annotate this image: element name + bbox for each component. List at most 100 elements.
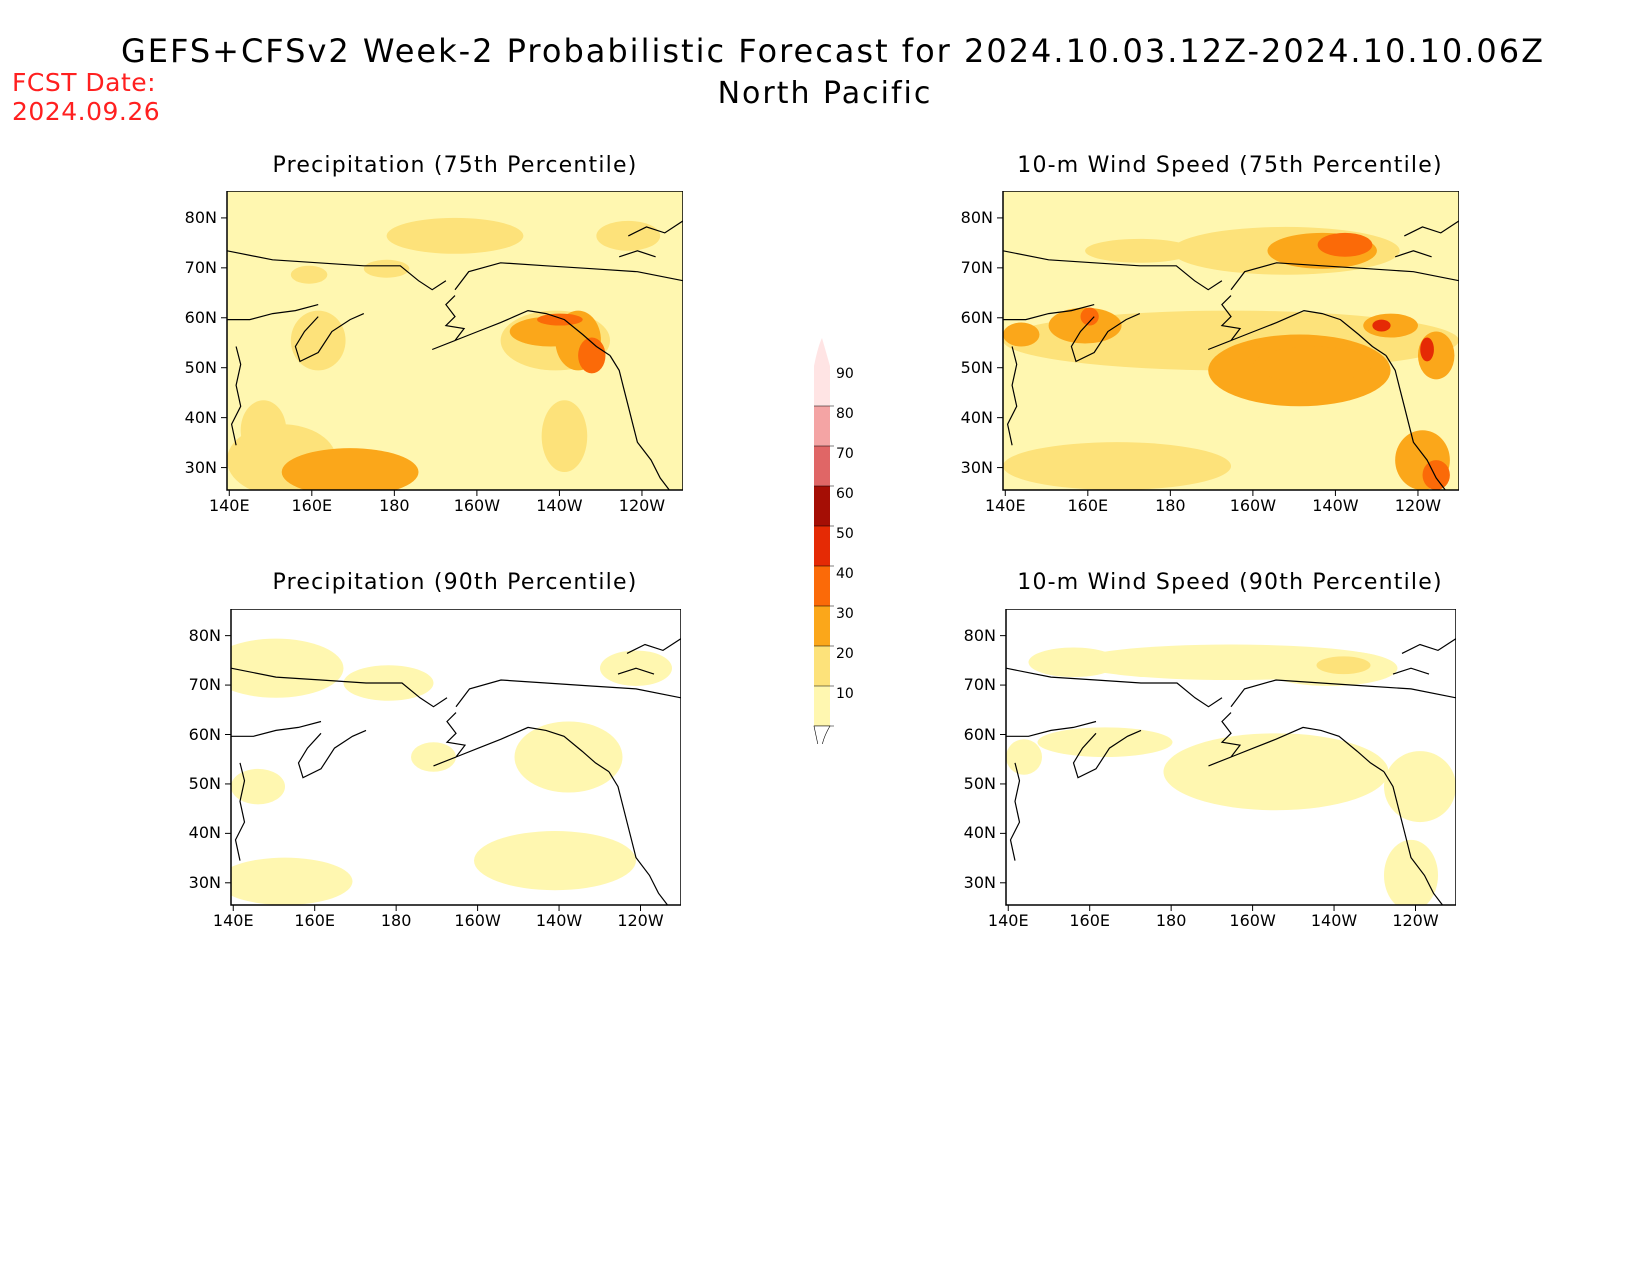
lat-label: 70N bbox=[188, 675, 221, 695]
lat-label: 70N bbox=[963, 675, 996, 695]
coastline bbox=[1383, 771, 1443, 905]
shaded-area bbox=[1003, 322, 1040, 347]
coastline bbox=[609, 355, 670, 490]
map-canvas bbox=[997, 191, 1459, 496]
shaded-area bbox=[1006, 739, 1042, 775]
coastline bbox=[1006, 346, 1018, 446]
coastline bbox=[1230, 679, 1456, 708]
map-wind-75: 80N 70N 60N 50N 40N 30N 140E 160E 180 160W 140W 120… bbox=[943, 191, 1459, 520]
shaded-area bbox=[1422, 460, 1450, 490]
lon-label: 160E bbox=[294, 911, 336, 930]
lat-label: 40N bbox=[188, 823, 221, 843]
map-canvas bbox=[221, 191, 683, 496]
colorbar-label: 80 bbox=[836, 406, 854, 422]
colorbar-label: 90 bbox=[836, 366, 854, 382]
lat-label: 30N bbox=[188, 872, 221, 892]
coastline bbox=[1009, 762, 1021, 861]
coastline bbox=[1401, 638, 1456, 654]
shaded-area bbox=[290, 310, 346, 371]
lon-label: 160W bbox=[454, 911, 501, 930]
forecast-date-label: FCST Date: bbox=[12, 68, 157, 97]
map-frame bbox=[230, 609, 681, 906]
panel-title-wind-75: 10-m Wind Speed (75th Percentile) bbox=[1017, 153, 1443, 178]
shaded-area bbox=[1372, 319, 1391, 332]
shaded-area bbox=[1037, 727, 1173, 757]
shaded-area bbox=[578, 337, 606, 374]
shaded-area bbox=[386, 217, 524, 254]
colorbar-segment bbox=[814, 646, 830, 686]
colorbar-end-bottom bbox=[813, 725, 831, 744]
map-frame bbox=[1005, 609, 1456, 906]
colorbar-label: 10 bbox=[836, 686, 854, 702]
shaded-area bbox=[1028, 647, 1119, 678]
coastline bbox=[227, 304, 319, 321]
coastline bbox=[1003, 250, 1223, 291]
coastline bbox=[294, 313, 365, 363]
lon-label: 180 bbox=[1155, 911, 1187, 930]
colorbar-segment bbox=[814, 526, 830, 566]
coastline bbox=[297, 729, 367, 779]
lon-label: 160E bbox=[1069, 911, 1111, 930]
shaded-area bbox=[1048, 307, 1122, 344]
coastline bbox=[1392, 667, 1430, 675]
lat-label: 50N bbox=[960, 357, 993, 377]
colorbar-segment bbox=[814, 366, 830, 406]
lon-label: 180 bbox=[380, 911, 412, 930]
colorbar-segment bbox=[814, 686, 830, 726]
coastline bbox=[227, 250, 447, 291]
coastline bbox=[234, 762, 246, 861]
shaded-area bbox=[1253, 346, 1373, 383]
shaded-area bbox=[1080, 307, 1099, 326]
shaded-area bbox=[1317, 232, 1373, 257]
coastline bbox=[1395, 250, 1432, 258]
panel-title-precip-75: Precipitation (75th Percentile) bbox=[272, 153, 638, 178]
map-frame bbox=[1002, 191, 1459, 491]
shaded-area bbox=[541, 400, 588, 473]
lon-label: 140E bbox=[984, 496, 1026, 515]
shaded-area bbox=[290, 265, 328, 284]
page-title: GEFS+CFSv2 Week-2 Probabilistic Forecast… bbox=[0, 32, 1650, 70]
coastline bbox=[1404, 220, 1459, 237]
lat-label: 30N bbox=[184, 457, 217, 477]
colorbar-label: 60 bbox=[836, 486, 854, 502]
shaded-area bbox=[281, 448, 419, 490]
page-title-text: GEFS+CFSv2 Week-2 Probabilistic Forecast… bbox=[120, 32, 1546, 70]
map-precip-75: 80N 70N 60N 50N 40N 30N 140E 160E 180 160W 140W 120… bbox=[167, 191, 683, 520]
coastline bbox=[231, 667, 448, 708]
coastline bbox=[1207, 295, 1387, 357]
colorbar-label: 70 bbox=[836, 446, 854, 462]
coastline bbox=[619, 250, 656, 258]
shaded-area bbox=[1420, 337, 1434, 362]
map-frame bbox=[226, 191, 683, 491]
lat-label: 40N bbox=[960, 407, 993, 427]
shaded-area bbox=[532, 730, 578, 755]
colorbar-segment bbox=[814, 566, 830, 606]
shaded-area bbox=[363, 259, 410, 278]
shaded-area bbox=[514, 721, 623, 793]
lon-label: 180 bbox=[379, 496, 410, 515]
lat-label: 60N bbox=[184, 307, 217, 327]
lat-label: 40N bbox=[963, 823, 996, 843]
lat-label: 50N bbox=[188, 773, 221, 793]
colorbar-end-top bbox=[814, 338, 830, 366]
forecast-date: FCST Date: 2024.09.26 bbox=[12, 68, 160, 126]
lat-label: 70N bbox=[960, 257, 993, 277]
shaded-area bbox=[1085, 238, 1195, 263]
panel-title-precip-90: Precipitation (90th Percentile) bbox=[272, 570, 638, 595]
colorbar-label: 20 bbox=[836, 646, 854, 662]
coastline bbox=[626, 638, 681, 654]
colorbar-segment bbox=[814, 406, 830, 446]
shaded-area bbox=[537, 313, 583, 326]
lon-label: 140E bbox=[212, 911, 254, 930]
coastline bbox=[617, 667, 655, 675]
coastline bbox=[1070, 313, 1141, 363]
lon-label: 120W bbox=[1394, 496, 1442, 515]
lon-label: 120W bbox=[1392, 911, 1439, 930]
coastline bbox=[1072, 729, 1142, 779]
lat-label: 60N bbox=[963, 724, 996, 744]
colorbar-label: 50 bbox=[836, 526, 854, 542]
coastline bbox=[231, 720, 322, 737]
shaded-area bbox=[1384, 839, 1438, 905]
colorbar bbox=[813, 338, 834, 744]
lat-label: 50N bbox=[963, 773, 996, 793]
